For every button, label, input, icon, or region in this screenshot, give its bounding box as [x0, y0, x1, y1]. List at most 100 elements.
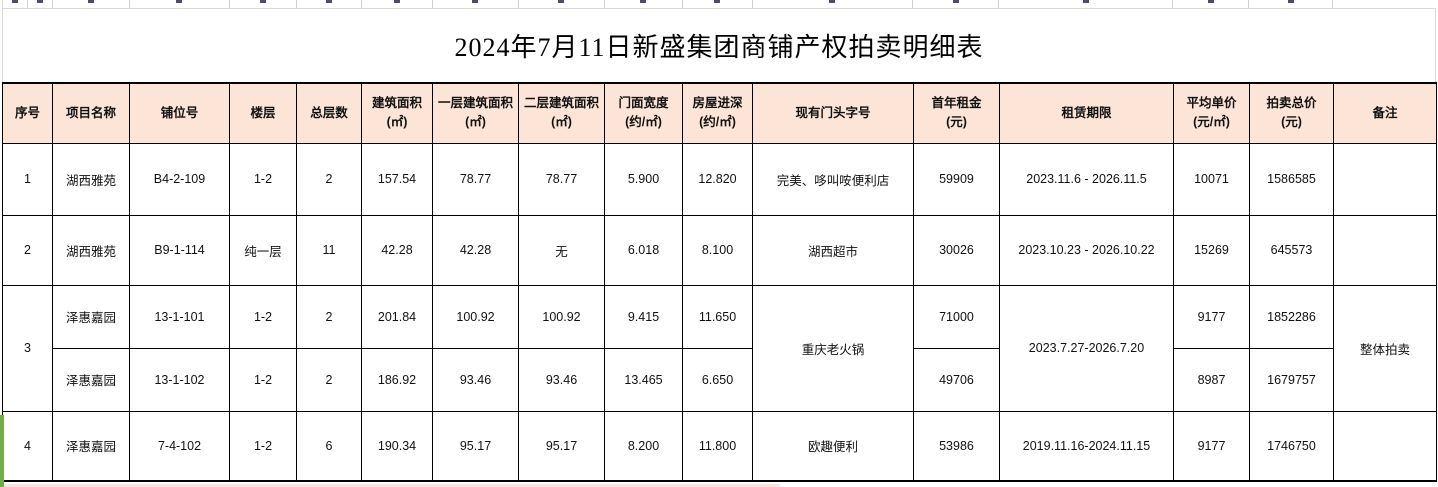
cell-total-price[interactable]: 645573	[1249, 214, 1334, 286]
cell-avg-price[interactable]: 9177	[1173, 410, 1250, 482]
cell-project[interactable]: 湖西雅苑	[52, 142, 130, 216]
cell-first-year-rent[interactable]: 49706	[913, 347, 1000, 412]
cell-first-year-rent[interactable]: 59909	[913, 142, 1000, 216]
cell-depth[interactable]: 8.100	[682, 214, 753, 286]
cell-floor[interactable]: 1-2	[229, 410, 297, 482]
cell-sign[interactable]: 完美、哆叫咹便利店	[752, 142, 914, 216]
header-area-f1[interactable]: 一层建筑面积 (㎡)	[432, 82, 519, 144]
header-remark[interactable]: 备注	[1333, 82, 1437, 144]
cell-total-price[interactable]: 1746750	[1249, 410, 1334, 482]
header-area[interactable]: 建筑面积 (㎡)	[361, 82, 433, 144]
cell-total-floors[interactable]: 2	[296, 347, 362, 412]
cell-lease-term[interactable]: 2019.11.16-2024.11.15	[999, 410, 1174, 482]
cell-seq[interactable]: 3	[2, 284, 53, 412]
cell-sign[interactable]: 重庆老火锅	[752, 284, 914, 412]
cell-first-year-rent[interactable]: 53986	[913, 410, 1000, 482]
cell-front-width[interactable]: 8.200	[604, 410, 683, 482]
cell-front-width[interactable]: 6.018	[604, 214, 683, 286]
clipped-cell	[1333, 0, 1436, 8]
table-row: 泽惠嘉园 13-1-102 1-2 2 186.92 93.46 93.46 1…	[3, 347, 1437, 412]
cell-avg-price[interactable]: 15269	[1173, 214, 1250, 286]
cell-first-year-rent[interactable]: 30026	[913, 214, 1000, 286]
header-depth[interactable]: 房屋进深 (约/㎡)	[682, 82, 753, 144]
cell-seq[interactable]: 1	[2, 142, 53, 216]
cell-area[interactable]: 157.54	[361, 142, 433, 216]
cell-depth[interactable]: 12.820	[682, 142, 753, 216]
cell-unit-no[interactable]: 13-1-101	[129, 284, 230, 349]
cell-depth[interactable]: 11.650	[682, 284, 753, 349]
cell-area-f1[interactable]: 42.28	[432, 214, 519, 286]
cell-project[interactable]: 泽惠嘉园	[52, 347, 130, 412]
cell-floor[interactable]: 1-2	[229, 347, 297, 412]
cell-depth[interactable]: 6.650	[682, 347, 753, 412]
header-sign[interactable]: 现有门头字号	[752, 82, 914, 144]
header-front-width[interactable]: 门面宽度 (约/㎡)	[604, 82, 683, 144]
cell-floor[interactable]: 1-2	[229, 142, 297, 216]
header-label: 拍卖总价	[1266, 95, 1317, 110]
header-area-f2[interactable]: 二层建筑面积 (㎡)	[518, 82, 605, 144]
cell-total-floors[interactable]: 2	[296, 142, 362, 216]
cell-total-floors[interactable]: 2	[296, 284, 362, 349]
cell-front-width[interactable]: 13.465	[604, 347, 683, 412]
cell-area-f1[interactable]: 95.17	[432, 410, 519, 482]
page-title: 2024年7月11日新盛集团商铺产权拍卖明细表	[454, 33, 984, 62]
cell-area[interactable]: 190.34	[361, 410, 433, 482]
cell-first-year-rent[interactable]: 71000	[913, 284, 1000, 349]
cell-floor[interactable]: 纯一层	[229, 214, 297, 286]
header-unit: (约/㎡)	[625, 115, 662, 130]
cell-total-price[interactable]: 1586585	[1249, 142, 1334, 216]
cell-unit-no[interactable]: B9-1-114	[129, 214, 230, 286]
cell-avg-price[interactable]: 8987	[1173, 347, 1250, 412]
cell-sign[interactable]: 湖西超市	[752, 214, 914, 286]
cell-area-f2[interactable]: 100.92	[518, 284, 605, 349]
cell-total-floors[interactable]: 6	[296, 410, 362, 482]
cell-project[interactable]: 泽惠嘉园	[52, 410, 130, 482]
cell-unit-no[interactable]: 7-4-102	[129, 410, 230, 482]
cell-avg-price[interactable]: 10071	[1173, 142, 1250, 216]
header-lease-term[interactable]: 租赁期限	[999, 82, 1174, 144]
cell-area[interactable]: 42.28	[361, 214, 433, 286]
cell-total-floors[interactable]: 11	[296, 214, 362, 286]
header-label: 建筑面积	[371, 95, 422, 110]
cell-lease-term[interactable]: 2023.11.6 - 2026.11.5	[999, 142, 1174, 216]
cell-unit-no[interactable]: B4-2-109	[129, 142, 230, 216]
cell-remark[interactable]	[1333, 410, 1437, 482]
cell-seq[interactable]: 2	[2, 214, 53, 286]
cell-remark[interactable]	[1333, 214, 1437, 286]
cell-area-f1[interactable]: 93.46	[432, 347, 519, 412]
header-total-price[interactable]: 拍卖总价 (元)	[1249, 82, 1334, 144]
cell-depth[interactable]: 11.800	[682, 410, 753, 482]
cell-area-f1[interactable]: 78.77	[432, 142, 519, 216]
cell-remark[interactable]: 整体拍卖	[1333, 284, 1437, 412]
cell-seq[interactable]: 4	[2, 410, 53, 482]
cell-floor[interactable]: 1-2	[229, 284, 297, 349]
cell-area[interactable]: 201.84	[361, 284, 433, 349]
clipped-cell	[519, 0, 605, 8]
cell-area-f2[interactable]: 78.77	[518, 142, 605, 216]
cell-area-f2[interactable]: 无	[518, 214, 605, 286]
title-cell[interactable]: 2024年7月11日新盛集团商铺产权拍卖明细表	[2, 9, 1436, 82]
cell-area-f1[interactable]: 100.92	[432, 284, 519, 349]
header-floor[interactable]: 楼层	[229, 82, 297, 144]
header-project[interactable]: 项目名称	[52, 82, 130, 144]
cell-project[interactable]: 湖西雅苑	[52, 214, 130, 286]
cell-area-f2[interactable]: 95.17	[518, 410, 605, 482]
cell-area[interactable]: 186.92	[361, 347, 433, 412]
cell-total-price[interactable]: 1852286	[1249, 284, 1334, 349]
cell-total-price[interactable]: 1679757	[1249, 347, 1334, 412]
cell-project[interactable]: 泽惠嘉园	[52, 284, 130, 349]
header-seq[interactable]: 序号	[2, 82, 53, 144]
cell-remark[interactable]	[1333, 142, 1437, 216]
cell-avg-price[interactable]: 9177	[1173, 284, 1250, 349]
cell-lease-term[interactable]: 2023.10.23 - 2026.10.22	[999, 214, 1174, 286]
cell-area-f2[interactable]: 93.46	[518, 347, 605, 412]
cell-front-width[interactable]: 9.415	[604, 284, 683, 349]
cell-unit-no[interactable]: 13-1-102	[129, 347, 230, 412]
cell-sign[interactable]: 欧趣便利	[752, 410, 914, 482]
header-first-year-rent[interactable]: 首年租金 (元)	[913, 82, 1000, 144]
header-total-floors[interactable]: 总层数	[296, 82, 362, 144]
cell-front-width[interactable]: 5.900	[604, 142, 683, 216]
header-unit-no[interactable]: 铺位号	[129, 82, 230, 144]
header-avg-price[interactable]: 平均单价 (元/㎡)	[1173, 82, 1250, 144]
cell-lease-term[interactable]: 2023.7.27-2026.7.20	[999, 284, 1174, 412]
